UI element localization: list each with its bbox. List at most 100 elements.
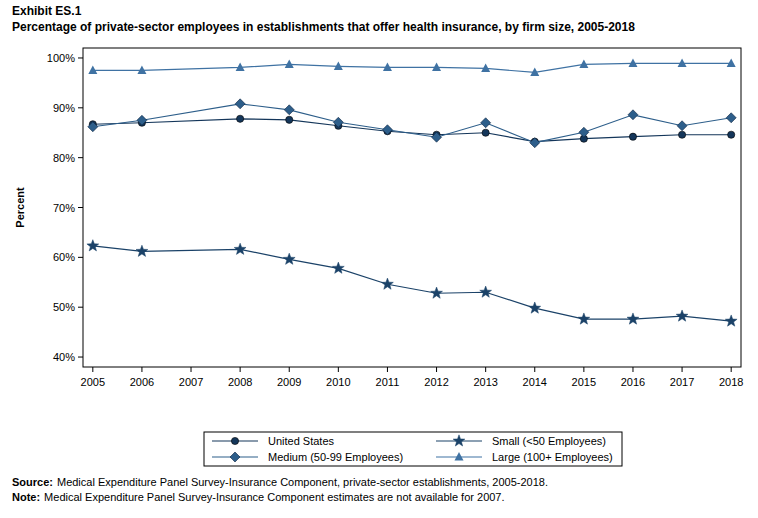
legend-marker <box>230 452 240 462</box>
data-point <box>678 58 687 67</box>
data-point <box>579 59 588 68</box>
y-tick <box>78 157 83 158</box>
data-point <box>283 253 295 264</box>
data-point <box>137 65 146 74</box>
data-point <box>676 310 688 321</box>
y-tick-label: 80% <box>53 152 75 164</box>
x-tick-label: 2006 <box>130 376 154 388</box>
series-line <box>93 104 731 143</box>
data-point <box>383 62 392 71</box>
data-point <box>629 133 636 140</box>
data-point <box>382 125 392 135</box>
data-point <box>677 121 687 131</box>
x-tick-label: 2018 <box>719 376 743 388</box>
x-tick <box>436 367 437 372</box>
title: Percentage of private-sector employees i… <box>12 20 635 34</box>
data-point <box>286 116 293 123</box>
x-tick-label: 2008 <box>228 376 252 388</box>
y-tick <box>78 307 83 308</box>
x-tick <box>682 367 683 372</box>
chart: Exhibit ES.1 Percentage of private-sector… <box>0 0 758 518</box>
data-point <box>236 62 245 71</box>
y-tick-label: 100% <box>47 52 75 64</box>
data-point <box>237 115 244 122</box>
data-point <box>726 113 736 123</box>
data-point <box>431 287 443 298</box>
legend-label: United States <box>268 435 335 447</box>
data-point <box>482 129 489 136</box>
data-point <box>529 302 541 313</box>
legend-marker <box>453 435 465 446</box>
data-point <box>333 117 343 127</box>
data-point <box>530 67 539 76</box>
x-tick-label: 2010 <box>326 376 350 388</box>
legend-box <box>204 432 622 466</box>
y-tick <box>78 107 83 108</box>
x-tick <box>387 367 388 372</box>
annotation-label: Note: <box>12 491 40 503</box>
series-line <box>93 119 731 142</box>
x-tick <box>583 367 584 372</box>
x-tick <box>485 367 486 372</box>
x-tick <box>534 367 535 372</box>
legend: United StatesSmall (<50 Employees)Medium… <box>204 432 622 466</box>
data-point <box>136 245 148 256</box>
data-point <box>285 59 294 68</box>
x-tick-label: 2016 <box>621 376 645 388</box>
annotation-text: Medical Expenditure Panel Survey-Insuran… <box>57 476 548 488</box>
data-point <box>678 131 685 138</box>
annotation-label: Source: <box>12 476 53 488</box>
data-point <box>332 262 344 273</box>
data-point <box>432 132 442 142</box>
x-tick <box>338 367 339 372</box>
x-tick-label: 2014 <box>523 376 547 388</box>
annotation: Note: Medical Expenditure Panel Survey-In… <box>12 491 505 503</box>
data-point <box>481 118 491 128</box>
x-tick <box>731 367 732 372</box>
x-tick-label: 2013 <box>473 376 497 388</box>
plot-frame <box>83 48 741 367</box>
annotation: Source: Medical Expenditure Panel Survey-… <box>12 476 548 488</box>
data-point <box>432 62 441 71</box>
y-tick <box>78 57 83 58</box>
data-point <box>727 58 736 67</box>
data-point <box>234 243 246 254</box>
y-tick-label: 60% <box>53 251 75 263</box>
x-tick <box>632 367 633 372</box>
data-point <box>725 315 737 326</box>
legend-label: Large (100+ Employees) <box>492 451 613 463</box>
x-tick <box>191 367 192 372</box>
y-tick <box>78 257 83 258</box>
exhibit: Exhibit ES.1 <box>12 4 82 18</box>
data-point <box>627 313 639 324</box>
data-point <box>284 105 294 115</box>
x-tick <box>92 367 93 372</box>
x-tick-label: 2012 <box>424 376 448 388</box>
data-point <box>530 138 540 148</box>
legend-marker <box>231 437 238 444</box>
y-tick-label: 40% <box>53 351 75 363</box>
y-tick-label: 70% <box>53 202 75 214</box>
series-line <box>93 246 731 321</box>
data-point <box>628 110 638 120</box>
y-tick <box>78 357 83 358</box>
annotation-text: Medical Expenditure Panel Survey-Insuran… <box>44 491 504 503</box>
data-point <box>579 127 589 137</box>
plot-area <box>87 58 737 326</box>
data-point <box>235 99 245 109</box>
x-tick-label: 2017 <box>670 376 694 388</box>
data-point <box>628 58 637 67</box>
data-point <box>88 65 97 74</box>
data-point <box>481 63 490 72</box>
x-tick-label: 2009 <box>277 376 301 388</box>
legend-label: Small (<50 Employees) <box>492 435 606 447</box>
x-tick-label: 2005 <box>81 376 105 388</box>
data-point <box>480 286 492 297</box>
x-tick <box>240 367 241 372</box>
y-tick <box>78 207 83 208</box>
x-tick <box>141 367 142 372</box>
x-tick-label: 2011 <box>376 376 400 388</box>
y-tick-label: 50% <box>53 301 75 313</box>
x-tick-label: 2007 <box>179 376 203 388</box>
data-point <box>728 131 735 138</box>
